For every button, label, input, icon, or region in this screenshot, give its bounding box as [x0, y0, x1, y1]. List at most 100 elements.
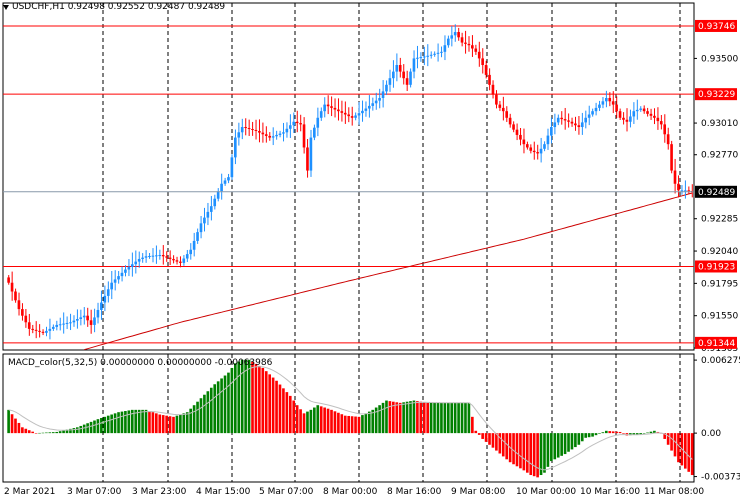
macd-histogram-bar: [76, 427, 79, 434]
bear-candle: [498, 104, 502, 108]
current-price-tag: [695, 185, 737, 198]
bull-candle: [635, 109, 639, 112]
macd-histogram-bar: [316, 405, 320, 434]
macd-histogram-bar: [570, 433, 574, 450]
bull-candle: [392, 71, 395, 79]
macd-histogram-bar: [127, 410, 131, 434]
dropdown-triangle-icon[interactable]: [3, 5, 9, 10]
bull-candle: [553, 122, 557, 128]
level-price-tag: [695, 336, 737, 349]
macd-histogram-bar: [587, 433, 591, 438]
macd-histogram-bar: [165, 415, 168, 434]
time-axis-label: 10 Mar 16:00: [580, 487, 640, 497]
price-axis-label: 0.91795: [701, 279, 738, 289]
bear-candle: [251, 129, 254, 131]
price-axis-label: 0.91550: [701, 312, 738, 322]
bull-candle: [416, 57, 419, 59]
bull-candle: [69, 322, 72, 324]
bull-candle: [124, 269, 127, 273]
bear-candle: [677, 183, 680, 191]
macd-histogram-bar: [7, 409, 10, 434]
macd-histogram-bar: [120, 411, 124, 434]
bull-candle: [580, 122, 584, 128]
macd-histogram-bar: [347, 415, 350, 434]
macd-histogram-bar: [275, 380, 278, 434]
macd-histogram-bar: [93, 420, 96, 434]
bull-candle: [591, 111, 594, 115]
bull-candle: [240, 127, 244, 133]
bear-candle: [577, 125, 581, 128]
bull-candle: [82, 315, 86, 318]
macd-histogram-bar: [632, 433, 636, 435]
bull-candle: [550, 127, 553, 136]
bull-candle: [450, 35, 454, 39]
bear-candle: [7, 277, 10, 283]
macd-histogram-bar: [567, 433, 570, 452]
level-price-tag: [695, 260, 737, 273]
bull-candle: [45, 330, 48, 333]
macd-histogram-bar: [203, 394, 206, 434]
macd-histogram-bar: [158, 414, 162, 434]
macd-histogram-bar: [378, 405, 381, 434]
macd-histogram-bar: [124, 411, 127, 434]
macd-histogram-bar: [594, 433, 598, 436]
macd-histogram-bar: [113, 413, 117, 434]
macd-histogram-bar: [21, 427, 24, 434]
bull-candle: [58, 324, 62, 326]
bull-candle: [206, 211, 210, 218]
bear-candle: [24, 315, 28, 323]
bull-candle: [227, 177, 230, 181]
bull-candle: [282, 132, 285, 134]
macd-histogram-bar: [323, 407, 326, 434]
macd-histogram-bar: [402, 402, 405, 434]
macd-histogram-bar: [519, 433, 522, 469]
bear-candle: [244, 127, 247, 129]
bear-candle: [508, 117, 512, 125]
bull-candle: [196, 232, 199, 241]
macd-histogram-bar: [546, 433, 550, 467]
macd-header: MACD_color(5,32,5) 0.00000000 0.00000000…: [8, 358, 273, 368]
macd-histogram-bar: [189, 408, 192, 434]
macd-histogram-bar: [646, 432, 649, 434]
macd-histogram-bar: [488, 433, 491, 445]
macd-histogram-bar: [264, 371, 268, 434]
bear-candle: [457, 32, 460, 38]
macd-histogram-bar: [440, 402, 443, 434]
bear-candle: [505, 111, 509, 118]
bull-candle: [199, 223, 203, 233]
bear-candle: [405, 78, 409, 85]
macd-histogram-bar: [392, 401, 395, 434]
macd-histogram-bar: [563, 433, 567, 455]
macd-histogram-bar: [529, 433, 533, 476]
bear-candle: [347, 114, 350, 117]
macd-histogram-bar: [467, 402, 471, 434]
macd-histogram-bar: [525, 433, 529, 473]
macd-histogram-bar: [27, 430, 31, 434]
macd-histogram-bar: [450, 402, 454, 434]
macd-histogram-bar: [608, 431, 612, 434]
bull-candle: [426, 55, 430, 57]
bull-candle: [148, 255, 151, 257]
macd-histogram-bar: [151, 412, 155, 434]
macd-histogram-bar: [381, 402, 385, 434]
macd-histogram-bar: [653, 430, 656, 434]
macd-histogram-bar: [416, 401, 419, 434]
macd-histogram-bar: [62, 430, 65, 434]
time-axis-label: 10 Mar 00:00: [516, 487, 576, 497]
bear-candle: [653, 115, 656, 118]
macd-histogram-bar: [72, 428, 76, 434]
macd-histogram-bar: [639, 433, 642, 435]
bull-candle: [127, 266, 131, 270]
macd-histogram-bar: [31, 431, 34, 434]
bear-candle: [89, 320, 93, 325]
bull-candle: [117, 276, 120, 280]
macd-histogram-bar: [539, 433, 543, 476]
bear-candle: [340, 111, 344, 113]
macd-histogram-bar: [354, 416, 357, 434]
macd-histogram-bar: [412, 400, 416, 434]
bear-candle: [264, 134, 268, 136]
bull-candle: [361, 110, 364, 114]
macd-histogram-bar: [268, 374, 271, 434]
